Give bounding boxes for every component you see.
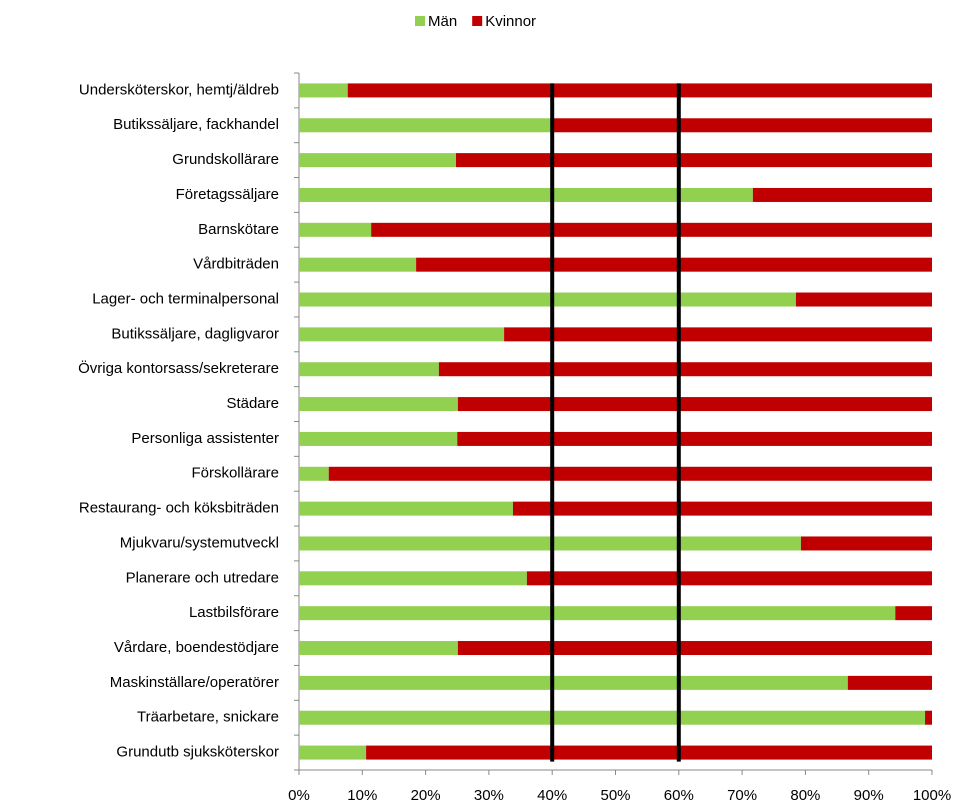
bar-segment (299, 606, 896, 621)
bar-segment (328, 466, 933, 481)
y-tick-label: Planerare och utredare (126, 569, 279, 586)
y-tick-label: Vårdbiträden (193, 256, 279, 273)
y-tick-label: Lastbilsförare (189, 604, 279, 621)
bar-segment (299, 745, 367, 760)
x-tick-label: 10% (347, 787, 377, 804)
y-tick-label: Butikssäljare, fackhandel (113, 116, 279, 133)
y-tick-label: Lager- och terminalpersonal (92, 290, 279, 307)
y-tick-label: Grundutb sjuksköterskor (116, 744, 279, 761)
bar-segment (552, 118, 932, 133)
bar-segment (457, 397, 932, 412)
bar-segment (299, 466, 329, 481)
x-tick-label: 100% (913, 787, 951, 804)
bar-segment (371, 222, 932, 237)
bar-segment (925, 710, 932, 725)
bar-segment (752, 187, 932, 202)
x-tick-label: 60% (664, 787, 694, 804)
x-tick-label: 90% (854, 787, 884, 804)
bar-segment (299, 641, 458, 656)
bar-segment (347, 83, 933, 98)
bar-segment (457, 431, 932, 446)
bar-segment (504, 327, 932, 342)
bar-segment (299, 501, 513, 516)
bar-segment (800, 536, 932, 551)
bar-segment (795, 292, 932, 307)
bar-segment (299, 118, 553, 133)
y-tick-label: Övriga kontorsass/sekreterare (78, 359, 279, 377)
y-tick-label: Städare (226, 395, 279, 412)
bar-segment (457, 641, 932, 656)
bar-segment (416, 257, 933, 272)
bar-segment (299, 187, 753, 202)
bar-segment (847, 675, 932, 690)
y-tick-label: Vårdare, boendestödjare (114, 639, 279, 656)
x-tick-label: 0% (288, 787, 310, 804)
x-tick-label: 40% (537, 787, 567, 804)
x-tick-label: 80% (790, 787, 820, 804)
y-tick-label: Restaurang- och köksbiträden (79, 500, 279, 517)
x-tick-label: 70% (727, 787, 757, 804)
bar-segment (299, 431, 458, 446)
bar-segment (512, 501, 932, 516)
y-tick-label: Förskollärare (191, 465, 279, 482)
y-tick-label: Träarbetare, snickare (137, 709, 279, 726)
bar-segment (299, 327, 505, 342)
bar-segment (526, 571, 932, 586)
legend-swatch (415, 16, 425, 26)
bar-segment (299, 222, 372, 237)
bar-segment (299, 292, 796, 307)
bar-segment (299, 675, 848, 690)
y-tick-label: Företagssäljare (176, 186, 279, 203)
y-tick-label: Barnskötare (198, 221, 279, 238)
legend-label: Män (428, 13, 457, 30)
bar-segment (299, 397, 458, 412)
bar-segment (895, 606, 932, 621)
bar-segment (366, 745, 932, 760)
y-tick-label: Mjukvaru/systemutveckl (120, 534, 279, 551)
legend-label: Kvinnor (485, 13, 536, 30)
bar-segment (299, 362, 439, 377)
x-tick-label: 50% (600, 787, 630, 804)
bar-segment (299, 571, 527, 586)
bar-segment (299, 257, 417, 272)
x-tick-label: 20% (411, 787, 441, 804)
y-tick-label: Personliga assistenter (131, 430, 279, 447)
legend-swatch (472, 16, 483, 26)
y-tick-label: Maskinställare/operatörer (110, 674, 279, 691)
y-tick-label: Grundskollärare (172, 151, 279, 168)
y-tick-label: Undersköterskor, hemtj/äldreb (79, 81, 279, 98)
bar-segment (299, 153, 456, 168)
bar-segment (299, 83, 348, 98)
bar-segment (299, 710, 926, 725)
bar-segment (438, 362, 932, 377)
bar-segment (299, 536, 801, 551)
y-tick-label: Butikssäljare, dagligvaror (111, 325, 279, 342)
bar-segment (455, 153, 932, 168)
x-tick-label: 30% (474, 787, 504, 804)
